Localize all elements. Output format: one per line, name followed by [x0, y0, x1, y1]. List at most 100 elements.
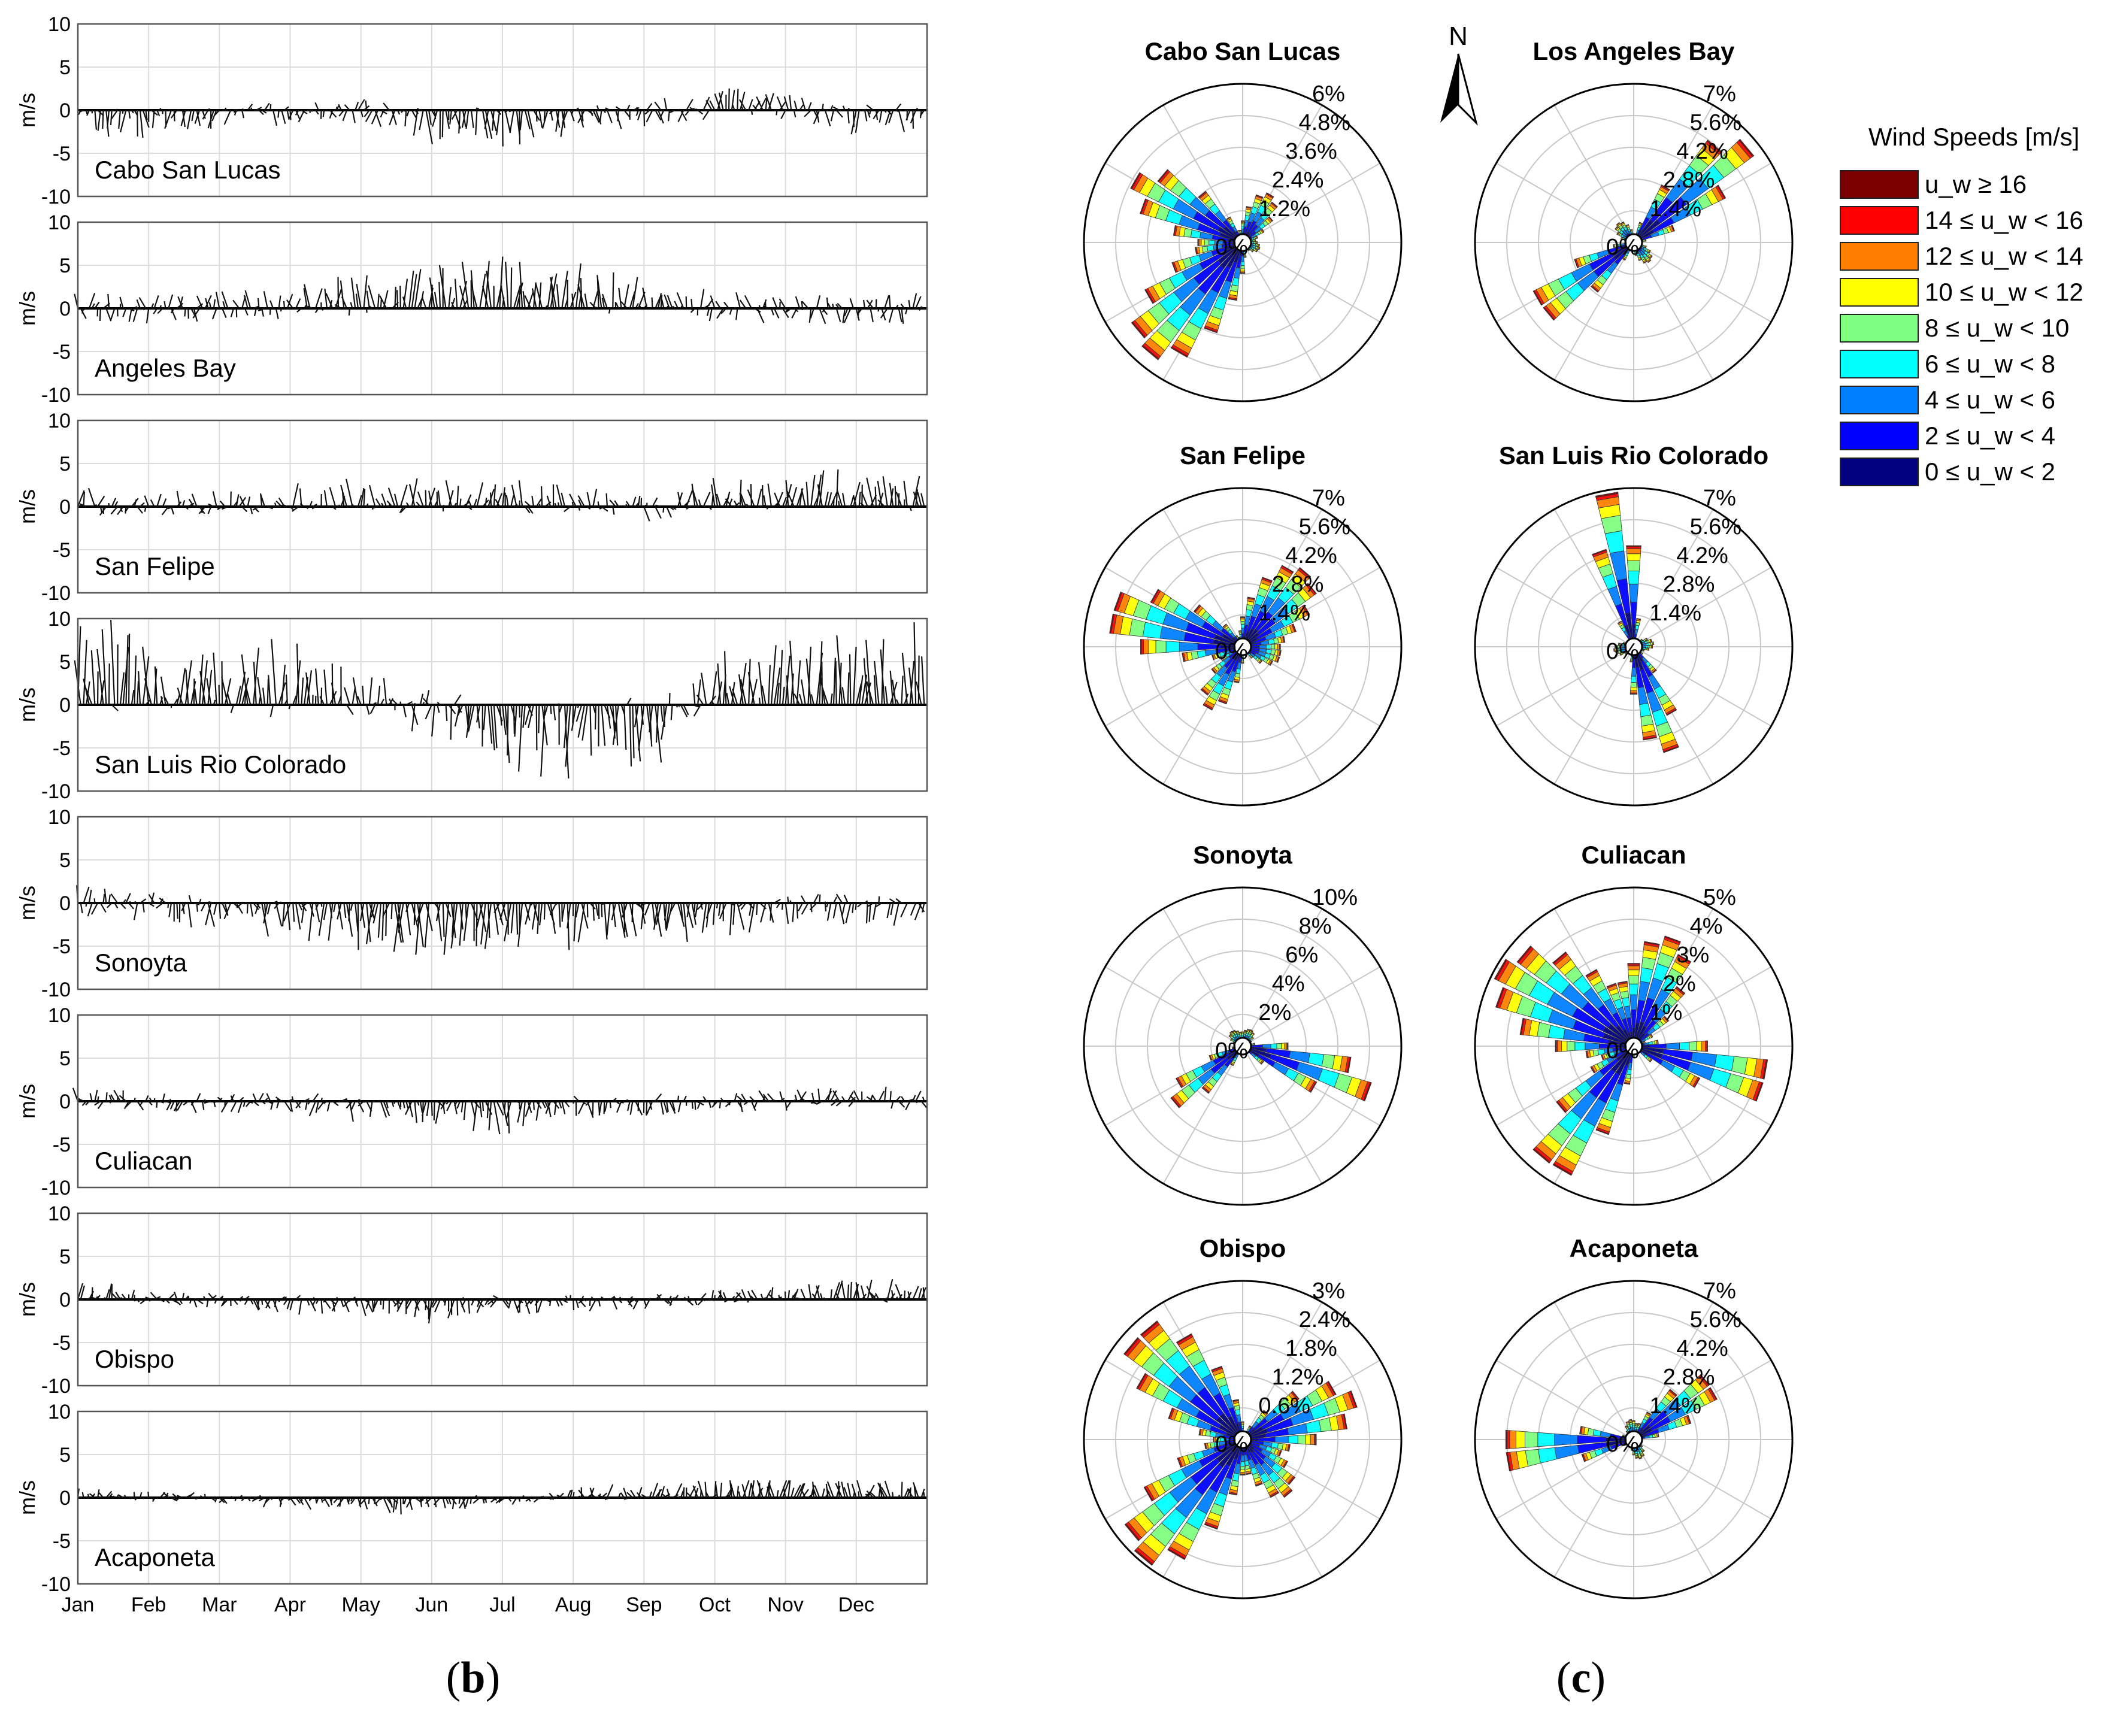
station-label: San Felipe — [95, 552, 215, 580]
y-tick-label: -10 — [41, 780, 71, 803]
ring-label: 2.8% — [1663, 168, 1715, 193]
ring-label: 7% — [1703, 486, 1736, 511]
y-tick-label: -5 — [53, 1530, 71, 1553]
wind-rose: San Luis Rio Colorado 0% 1.4% 2.8% 4.2% 5.6% 7… — [1474, 441, 1794, 807]
north-label: N — [1449, 22, 1468, 51]
rose-bar — [1532, 290, 1543, 306]
rose-bar — [1650, 638, 1653, 642]
rose-bar — [1631, 675, 1637, 683]
legend-label: u_w ≥ 16 — [1925, 170, 2027, 198]
rose-bar — [1592, 549, 1607, 556]
rose-bar — [1266, 192, 1274, 198]
ring-label: 6% — [1312, 81, 1345, 107]
stick-panel: 10 5 0 -5 -10 m/s Cabo San Lucas — [15, 13, 928, 208]
rose-bar — [1271, 1442, 1279, 1449]
rose-title: San Felipe — [1180, 441, 1306, 469]
wind-rose: Sonoyta 0% 2% 4% 6% 8% 10% — [1083, 841, 1403, 1206]
rose-bar — [1240, 1474, 1246, 1476]
wind-rose: Culiacan 0% 1% 2% 3% 4% 5% — [1474, 841, 1794, 1206]
rose-bar — [1235, 635, 1238, 638]
legend-label: 0 ≤ u_w < 2 — [1925, 458, 2056, 486]
legend-item: 2 ≤ u_w < 4 — [1840, 419, 2055, 453]
rose-bar — [1157, 169, 1169, 183]
rose-bar — [1632, 1420, 1635, 1422]
spoke — [1553, 242, 1634, 380]
ring-label: 0% — [1215, 1432, 1248, 1457]
rose-bar — [1259, 660, 1263, 664]
rose-bar — [1629, 229, 1633, 231]
y-tick-label: 0 — [59, 1090, 71, 1113]
rose-bar — [1561, 1040, 1568, 1052]
rose-bar — [1241, 1426, 1244, 1429]
spoke — [1633, 646, 1771, 727]
ring — [1115, 115, 1370, 370]
rose-bar — [1634, 628, 1638, 635]
rose-bar — [1630, 687, 1637, 691]
spoke — [1633, 1439, 1714, 1577]
rose-bar — [1240, 619, 1245, 622]
rose-bar — [1626, 545, 1641, 547]
rose-bar — [1638, 222, 1643, 224]
rose-bar — [1595, 492, 1619, 498]
ring-label: 4% — [1272, 971, 1305, 996]
legend-swatch — [1840, 386, 1919, 414]
rose-bar — [1617, 620, 1622, 624]
stick-panel: 10 5 0 -5 -10 m/s San Luis Rio Colorado — [15, 608, 928, 803]
station-label: Acaponeta — [95, 1543, 215, 1571]
rose-bar — [1241, 662, 1244, 664]
wind-rose: Los Angeles Bay 0% 1.4% 2.8% 4.2% 5.6% 7% — [1474, 37, 1794, 402]
rose-bar — [1626, 548, 1641, 555]
axes-frame — [77, 1212, 928, 1387]
ring-label: 0% — [1606, 235, 1639, 260]
rose-bar — [1271, 644, 1276, 650]
ring-label: 7% — [1703, 81, 1736, 107]
rose-bar — [1140, 198, 1147, 214]
y-tick-label: -10 — [41, 384, 71, 407]
rose-bar — [1305, 1434, 1311, 1445]
ring — [1083, 487, 1403, 807]
legend-item: 14 ≤ u_w < 16 — [1840, 204, 2083, 237]
rose-bar — [1543, 307, 1555, 321]
y-axis-label: m/s — [15, 1084, 40, 1119]
y-tick-label: 10 — [48, 608, 71, 631]
rose-bar — [1144, 289, 1154, 304]
axes-frame — [77, 221, 928, 396]
stick-panel: 10 5 0 -5 -10 m/s Acaponeta — [15, 1401, 928, 1596]
rose-bar — [1244, 1029, 1247, 1031]
ring-label: 3.6% — [1285, 139, 1337, 164]
rose-bar — [1150, 589, 1159, 603]
rose-bar — [1252, 1032, 1255, 1035]
rose-title: Acaponeta — [1570, 1234, 1698, 1262]
rose-bar — [1622, 258, 1626, 261]
spoke — [1633, 566, 1771, 647]
rose-bar — [1240, 620, 1245, 625]
ring-label: 4.2% — [1676, 1336, 1728, 1361]
rose-bar — [1628, 983, 1639, 995]
rose-bar — [1590, 286, 1599, 293]
y-tick-label: -10 — [41, 582, 71, 605]
y-tick-label: 10 — [48, 211, 71, 234]
ring-label: 1.4% — [1649, 196, 1701, 222]
rose-bar — [1554, 1445, 1580, 1460]
rose-bar — [1604, 530, 1625, 554]
y-tick-label: 0 — [59, 99, 71, 122]
rose-bar — [1622, 641, 1625, 644]
ring — [1570, 178, 1698, 307]
rose-center — [1233, 233, 1252, 252]
rose-bar — [1303, 604, 1310, 615]
stick-panel: 10 5 0 -5 -10 m/s San Felipe — [15, 410, 928, 605]
ring-label: 2.4% — [1272, 168, 1324, 193]
rose-bar — [1621, 997, 1630, 1007]
rose-bar — [1738, 138, 1755, 157]
rose-bar — [1270, 1043, 1277, 1049]
legend-item: u_w ≥ 16 — [1840, 168, 2027, 201]
ring — [1601, 210, 1666, 275]
y-tick-label: 10 — [48, 1202, 71, 1225]
legend-label: 6 ≤ u_w < 8 — [1925, 350, 2056, 378]
stick-panel: 10 5 0 -5 -10 m/s Sonoyta — [15, 806, 928, 1001]
rose-bar — [1661, 184, 1670, 190]
rose-bar — [1193, 604, 1201, 613]
rose-bar — [1585, 1042, 1600, 1050]
y-tick-label: 5 — [59, 1047, 71, 1070]
rose-bar — [1638, 259, 1642, 261]
